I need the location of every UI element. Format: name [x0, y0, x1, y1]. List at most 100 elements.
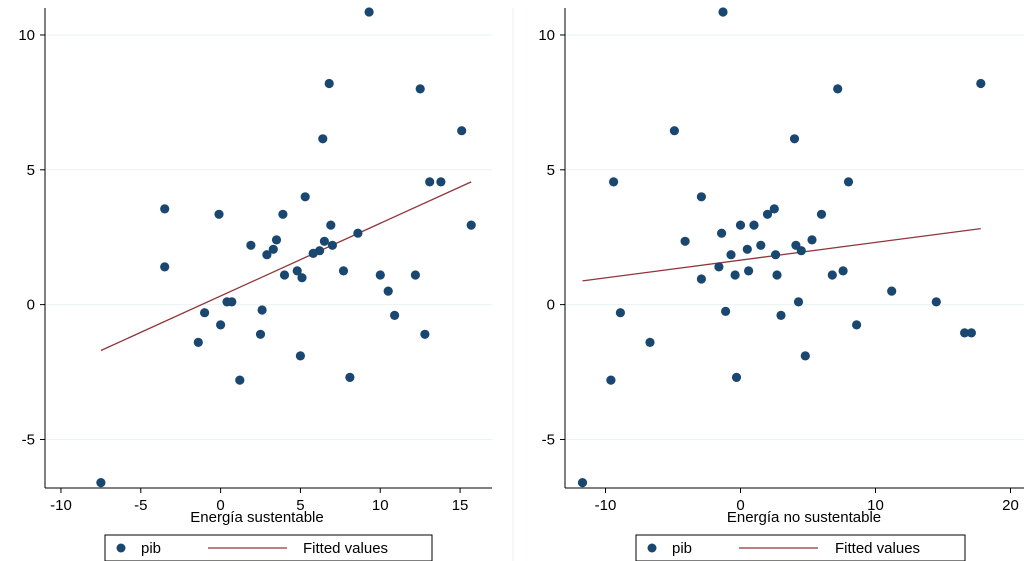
- left-x-tick-label-10: 10: [372, 497, 389, 514]
- left-y-tick-label--5: -5: [22, 431, 35, 448]
- left-data-point-41: [457, 126, 467, 136]
- right-data-point-0: [577, 478, 588, 488]
- left-axes: [44, 8, 492, 489]
- left-y-tick-label-5: 5: [27, 162, 35, 179]
- left-data-point-33: [375, 270, 385, 280]
- left-legend: pib Fitted values: [104, 534, 433, 561]
- right-ticks: -5 0 5 10 -10 0 10 20: [538, 27, 1019, 514]
- right-data-point-21: [762, 209, 773, 219]
- right-data-point-10: [718, 7, 728, 17]
- left-legend-label-fitted: Fitted values: [303, 540, 388, 557]
- left-legend-label-pib: pib: [141, 540, 161, 557]
- left-x-tick-label-0: 0: [216, 497, 224, 514]
- left-fit-line: [100, 181, 472, 352]
- right-legend: pib Fitted values: [635, 534, 966, 561]
- right-data-point-36: [843, 177, 854, 187]
- right-data-point-7: [696, 192, 707, 202]
- right-data-point-26: [789, 134, 800, 144]
- right-data-point-29: [796, 246, 806, 256]
- left-data-point-39: [425, 177, 435, 187]
- left-y-tick-label-10: 10: [18, 27, 35, 44]
- left-data-point-32: [364, 7, 374, 17]
- left-data-point-23: [315, 246, 325, 256]
- right-x-axis-label: Energía no sustentable: [727, 509, 881, 526]
- right-data-point-5: [669, 126, 680, 136]
- right-x-tick-label--10: -10: [595, 497, 617, 514]
- left-legend-point-marker: [116, 543, 126, 553]
- right-data-point-37: [852, 320, 862, 330]
- right-data-point-23: [771, 250, 781, 260]
- right-grid: [565, 34, 1024, 440]
- right-data-point-9: [717, 228, 727, 238]
- left-data-point-11: [255, 329, 266, 339]
- right-y-tick-label-10: 10: [538, 27, 555, 44]
- right-data-point-15: [731, 372, 742, 382]
- right-data-point-12: [721, 306, 731, 316]
- left-data-point-28: [327, 240, 337, 250]
- left-grid: [45, 34, 492, 440]
- left-data-point-34: [383, 286, 393, 296]
- left-data-point-12: [257, 305, 267, 315]
- right-data-point-6: [680, 236, 690, 246]
- left-x-tick-label--5: -5: [134, 497, 147, 514]
- right-data-point-2: [609, 177, 619, 187]
- left-data-point-0: [96, 478, 106, 488]
- left-data-point-5: [214, 209, 224, 219]
- right-data-point-11: [714, 262, 724, 272]
- right-data-point-14: [730, 270, 740, 280]
- right-data-point-1: [606, 375, 616, 385]
- left-data-point-35: [390, 310, 400, 320]
- right-y-tick-label-0: 0: [547, 297, 555, 314]
- left-x-tick-label--10: -10: [50, 497, 72, 514]
- right-data-point-17: [742, 244, 752, 254]
- panel-left: -5 0 5 10 -10 -5 0 5 10 15 Energía sustentable pi…: [18, 7, 492, 561]
- right-data-point-41: [966, 328, 977, 338]
- left-data-point-19: [295, 351, 305, 361]
- right-legend-point-marker: [647, 543, 657, 553]
- left-data-point-30: [345, 372, 355, 382]
- right-data-point-20: [756, 240, 766, 250]
- right-data-point-25: [776, 310, 786, 320]
- right-data-point-16: [735, 220, 746, 230]
- left-data-point-21: [300, 192, 310, 202]
- right-x-tick-label-20: 20: [1002, 497, 1019, 514]
- left-data-point-42: [466, 220, 476, 230]
- right-data-point-38: [887, 286, 897, 296]
- left-x-tick-label-15: 15: [452, 497, 469, 514]
- right-data-point-4: [645, 337, 655, 347]
- left-data-point-6: [216, 320, 226, 330]
- left-data-point-37: [415, 84, 425, 94]
- left-data-point-9: [235, 375, 245, 385]
- left-fitted-line: [100, 181, 472, 352]
- right-data-point-18: [744, 266, 754, 276]
- left-y-tick-label-0: 0: [27, 297, 35, 314]
- left-x-tick-label-5: 5: [296, 497, 304, 514]
- right-y-tick-label--5: -5: [542, 431, 555, 448]
- right-data-point-19: [749, 220, 759, 230]
- right-data-point-34: [833, 84, 843, 94]
- left-ticks: -5 0 5 10 -10 -5 0 5 10 15: [18, 27, 468, 514]
- right-y-tick-label-5: 5: [547, 162, 555, 179]
- right-legend-label-pib: pib: [672, 540, 692, 557]
- right-axes: [564, 8, 1024, 489]
- left-data-point-1: [160, 204, 170, 214]
- right-data-point-13: [726, 250, 736, 260]
- right-data-point-22: [769, 204, 779, 214]
- right-data-point-30: [800, 351, 810, 361]
- left-data-point-20: [297, 273, 307, 283]
- left-data-point-15: [271, 235, 282, 245]
- right-legend-label-fitted: Fitted values: [835, 540, 920, 557]
- right-fitted-line: [582, 227, 981, 282]
- left-data-point-36: [410, 270, 420, 280]
- right-fit-line: [582, 227, 981, 282]
- left-data-point-40: [436, 177, 446, 187]
- left-data-point-14: [268, 244, 278, 254]
- left-x-axis-label: Energía sustentable: [190, 509, 323, 526]
- left-data-point-2: [160, 262, 170, 272]
- right-points: [577, 7, 986, 488]
- left-data-point-3: [200, 308, 210, 318]
- right-data-point-35: [838, 266, 848, 276]
- left-data-point-26: [324, 78, 334, 89]
- left-data-point-18: [292, 266, 302, 276]
